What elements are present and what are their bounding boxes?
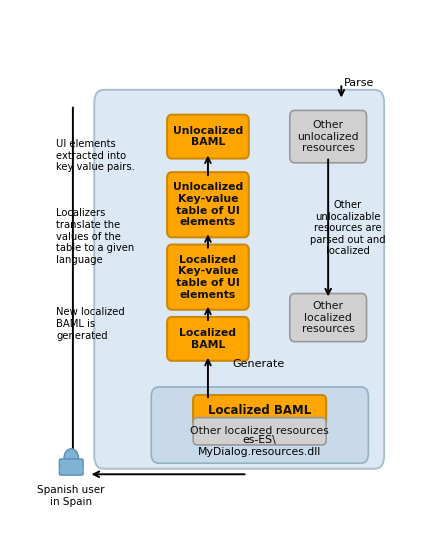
Text: Other
unlocalized
resources: Other unlocalized resources [298,120,359,153]
Text: Generate: Generate [232,358,285,369]
FancyBboxPatch shape [193,418,326,445]
FancyBboxPatch shape [167,172,249,237]
FancyBboxPatch shape [151,387,368,463]
FancyBboxPatch shape [193,395,326,426]
Text: Unlocalized
BAML: Unlocalized BAML [173,126,243,148]
Text: New localized
BAML is
generated: New localized BAML is generated [57,307,125,341]
Text: Other localized resources: Other localized resources [190,426,329,436]
Text: UI elements
extracted into
key value pairs.: UI elements extracted into key value pai… [57,139,135,173]
Text: Unlocalized
Key-value
table of UI
elements: Unlocalized Key-value table of UI elemen… [173,182,243,227]
FancyBboxPatch shape [167,317,249,361]
Polygon shape [60,466,82,472]
FancyBboxPatch shape [60,459,83,475]
Text: Parse: Parse [344,77,374,87]
Text: es-ES\
MyDialog.resources.dll: es-ES\ MyDialog.resources.dll [198,435,321,457]
Text: Localizers
translate the
values of the
table to a given
language: Localizers translate the values of the t… [57,208,135,265]
FancyBboxPatch shape [290,294,366,342]
Text: Localized
Key-value
table of UI
elements: Localized Key-value table of UI elements [176,255,240,300]
FancyBboxPatch shape [167,244,249,310]
Text: Spanish user
in Spain: Spanish user in Spain [37,485,105,507]
Text: Localized
BAML: Localized BAML [179,328,236,349]
Text: Other
unlocalizable
resources are
parsed out and
localized: Other unlocalizable resources are parsed… [310,200,386,257]
Text: Localized BAML: Localized BAML [208,404,311,417]
FancyBboxPatch shape [290,111,366,163]
Circle shape [64,448,79,467]
FancyBboxPatch shape [167,114,249,159]
Text: Other
localized
resources: Other localized resources [302,301,354,334]
FancyBboxPatch shape [94,90,384,469]
